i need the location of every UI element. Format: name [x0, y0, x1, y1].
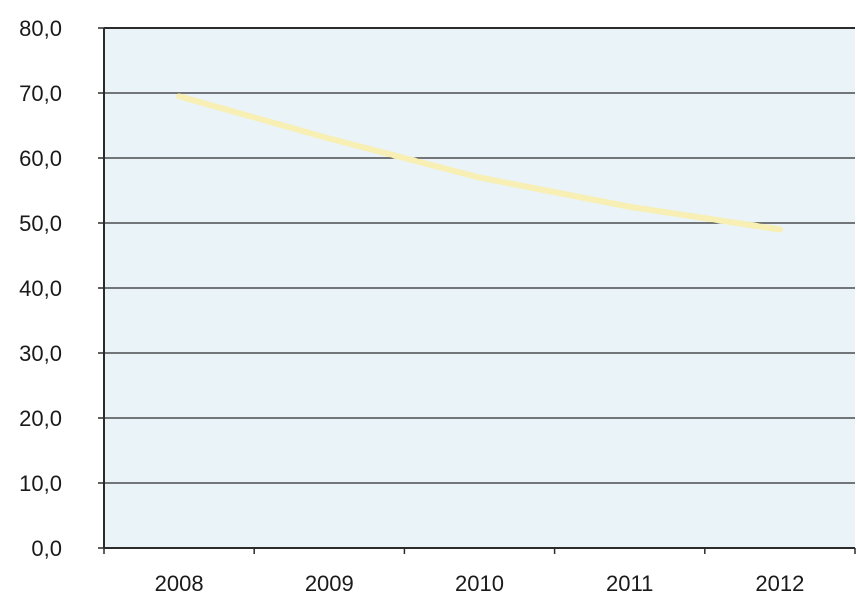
- axes: [98, 27, 856, 554]
- series-layer: [176, 93, 783, 233]
- data-point: [777, 227, 783, 232]
- data-point: [176, 93, 182, 99]
- y-tick-label: 60,0: [19, 146, 62, 171]
- data-point: [326, 136, 332, 141]
- y-tick-label: 70,0: [19, 81, 62, 106]
- y-tick-label: 80,0: [19, 16, 62, 41]
- x-axis-tick-labels: 2008 2009 2010 2011 2012: [155, 571, 805, 596]
- x-tick-label: 2010: [455, 571, 504, 595]
- y-tick-label: 50,0: [19, 211, 62, 236]
- y-tick-label: 20,0: [19, 406, 62, 431]
- y-tick-label: 30,0: [19, 341, 62, 366]
- y-tick-label: 0,0: [31, 536, 62, 561]
- y-tick-label: 40,0: [19, 276, 62, 301]
- data-point: [627, 204, 633, 210]
- x-tick-label: 2011: [606, 571, 653, 595]
- x-tick-label: 2009: [305, 571, 354, 595]
- x-tick-label: 2008: [155, 571, 204, 595]
- gridlines: [104, 27, 855, 484]
- data-point: [477, 175, 482, 180]
- y-axis-tick-labels: 0,0 10,0 20,0 30,0 40,0 50,0 60,0 70,0 80,0: [19, 16, 62, 561]
- y-tick-label: 10,0: [19, 471, 62, 496]
- x-tick-label: 2012: [755, 571, 804, 595]
